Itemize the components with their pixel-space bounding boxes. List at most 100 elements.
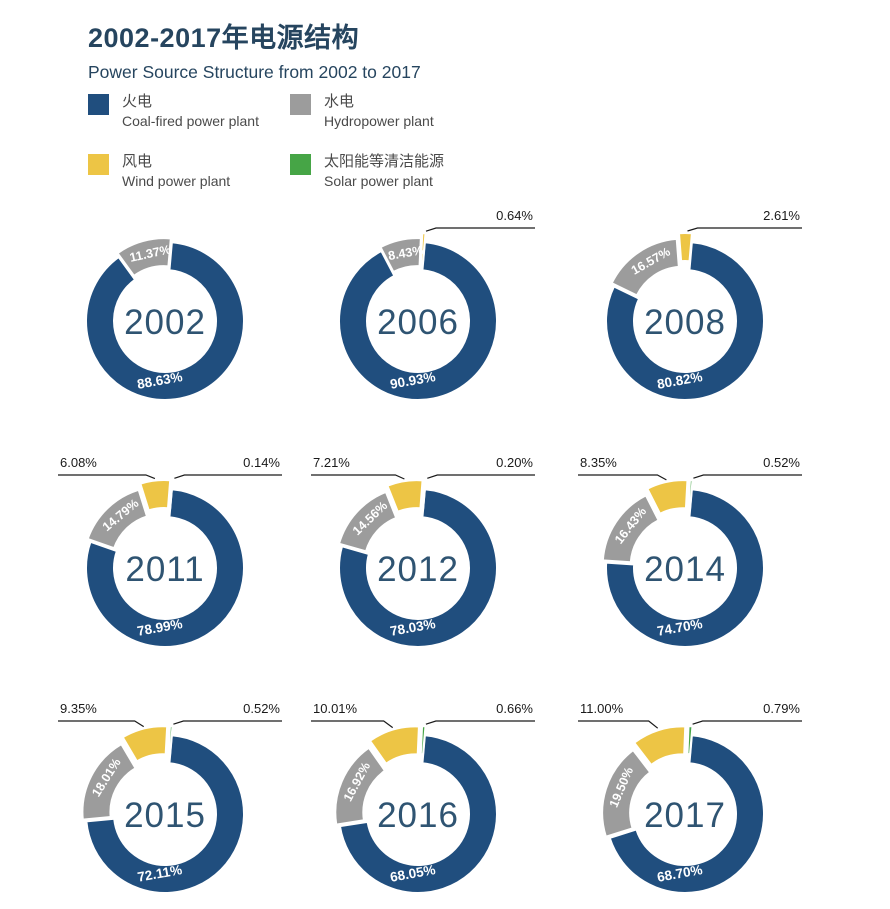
donut-chart-2017: 68.70% 19.50% 11.00% 0.79% 2017	[550, 688, 820, 909]
donut-svg-2014: 74.70%16.43%8.35% 0.52%2014	[578, 455, 802, 648]
callout-label-wind: 9.35%	[60, 701, 97, 716]
callout-line-solar	[425, 720, 535, 725]
slice-wind	[139, 479, 172, 512]
legend-item-wind: 风电 Wind power plant	[88, 152, 290, 191]
year-label: 2015	[124, 796, 206, 835]
slice-hydro	[601, 494, 660, 564]
page-subtitle: Power Source Structure from 2002 to 2017	[88, 62, 421, 82]
year-label: 2008	[644, 303, 726, 342]
donut-chart-2011: 78.99% 14.79% 6.08% 0.14% 2011	[30, 442, 300, 682]
slice-wind	[121, 725, 169, 763]
slice-hydro	[337, 490, 398, 553]
callout-label-wind: 10.01%	[313, 701, 358, 716]
callout-line-wind	[58, 474, 156, 480]
slice-solar	[167, 725, 174, 756]
slice-wind	[632, 725, 687, 767]
legend-label-coal-zh: 火电	[122, 93, 153, 110]
slice-hydro	[116, 237, 172, 278]
donut-chart-2012: 78.03% 14.56% 7.21% 0.20% 2012	[283, 442, 553, 682]
donut-chart-2015: 72.11% 18.01% 9.35% 0.52% 2015	[30, 688, 300, 909]
slice-hydro	[334, 746, 387, 826]
callout-label-wind: 8.35%	[580, 455, 617, 470]
callout-line-solar	[427, 474, 535, 479]
slice-hydro	[379, 237, 422, 274]
callout-label-solar: 0.79%	[763, 701, 800, 716]
donut-chart-2014: 74.70% 16.43% 8.35% 0.52% 2014	[550, 442, 820, 682]
year-label: 2017	[644, 796, 726, 835]
slice-wind	[677, 231, 694, 263]
callout-label-wind: 2.61%	[763, 208, 800, 223]
donut-svg-2015: 72.11%18.01%9.35% 0.52%2015	[58, 701, 282, 894]
slice-wind	[646, 479, 689, 516]
slice-solar	[686, 725, 694, 756]
donut-svg-2006: 90.93%8.43%0.64%2006	[338, 208, 535, 401]
slice-wind	[368, 725, 420, 766]
coal-color-swatch-icon	[88, 94, 109, 115]
callout-label-solar: 0.52%	[243, 701, 280, 716]
callout-line-wind	[425, 227, 535, 232]
legend-label-solar-zh: 太阳能等清洁能源	[324, 153, 445, 171]
slice-coal	[608, 734, 765, 894]
slice-hydro	[86, 488, 149, 550]
hydro-color-swatch-icon	[290, 94, 311, 115]
year-label: 2014	[644, 550, 726, 589]
legend-label-solar-en: Solar power plant	[324, 173, 433, 190]
chart-legend: 火电 Coal-fired power plant 水电 Hydropower …	[88, 92, 630, 191]
legend-label-coal-en: Coal-fired power plant	[122, 113, 259, 130]
legend-label-hydro-en: Hydropower plant	[324, 113, 434, 130]
donut-svg-2002: 88.63%11.37%2002	[85, 237, 245, 401]
slice-coal	[338, 734, 498, 894]
slice-hydro	[81, 742, 137, 821]
slice-solar	[419, 725, 427, 756]
year-label: 2006	[377, 303, 459, 342]
callout-line-wind	[311, 474, 405, 480]
solar-color-swatch-icon	[290, 154, 311, 176]
callout-line-solar	[173, 720, 282, 725]
slice-solar	[421, 479, 427, 510]
slice-hydro	[601, 748, 652, 839]
pct-label-hydro: 8.43%	[387, 243, 424, 263]
callout-line-wind	[58, 720, 145, 728]
callout-line-wind	[311, 720, 394, 729]
legend-item-solar: 太阳能等清洁能源 Solar power plant	[290, 152, 630, 191]
year-label: 2011	[125, 550, 204, 589]
donut-chart-2008: 80.82% 16.57% 2.61% 2008	[550, 195, 820, 435]
legend-item-coal: 火电 Coal-fired power plant	[88, 92, 290, 131]
year-label: 2016	[377, 796, 459, 835]
callout-line-solar	[174, 474, 282, 479]
slice-coal	[605, 488, 765, 648]
donut-svg-2011: 78.99%14.79%6.08% 0.14%2011	[58, 455, 282, 648]
callout-label-wind: 0.64%	[496, 208, 533, 223]
callout-label-wind: 11.00%	[580, 701, 624, 716]
year-label: 2002	[124, 303, 206, 342]
page-title: 2002-2017年电源结构	[88, 23, 360, 53]
legend-item-hydro: 水电 Hydropower plant	[290, 92, 630, 131]
callout-line-solar	[692, 720, 802, 725]
slice-solar	[168, 479, 174, 510]
callout-label-solar: 0.66%	[496, 701, 533, 716]
callout-label-wind: 7.21%	[313, 455, 350, 470]
slice-coal	[85, 241, 245, 401]
donut-chart-2016: 68.05% 16.92% 10.01% 0.66% 2016	[283, 688, 553, 909]
slice-coal	[605, 241, 766, 401]
slice-solar	[687, 479, 694, 510]
slice-coal	[338, 241, 498, 401]
legend-label-wind-zh: 风电	[122, 153, 153, 171]
slice-coal	[85, 734, 246, 894]
legend-label-wind-en: Wind power plant	[122, 173, 231, 190]
callout-line-solar	[693, 474, 802, 479]
donut-chart-2006: 90.93% 8.43% 0.64% 2006	[283, 195, 553, 435]
callout-label-solar: 0.20%	[496, 455, 533, 470]
slice-hydro	[610, 237, 680, 297]
slice-wind	[386, 479, 424, 514]
donut-svg-2012: 78.03%14.56%7.21% 0.20%2012	[311, 455, 535, 648]
callout-label-solar: 0.14%	[243, 455, 280, 470]
callout-label-solar: 0.52%	[763, 455, 800, 470]
slice-coal	[338, 488, 499, 648]
callout-line-wind	[578, 720, 659, 729]
legend-label-hydro-zh: 水电	[324, 93, 355, 110]
donut-svg-2008: 80.82%16.57%2.61%2008	[605, 208, 802, 401]
callout-line-wind	[578, 474, 667, 481]
donut-svg-2017: 68.70%19.50%11.00% 0.79%2017	[578, 701, 802, 894]
